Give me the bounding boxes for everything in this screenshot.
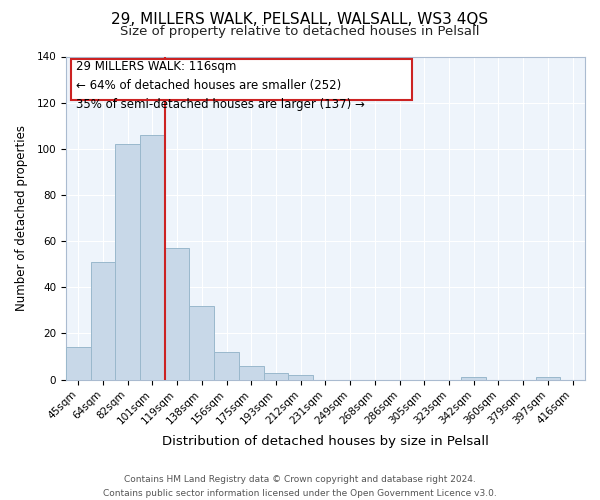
Bar	[461, 378, 486, 380]
Y-axis label: Number of detached properties: Number of detached properties	[15, 125, 28, 311]
Bar	[140, 135, 164, 380]
Text: Size of property relative to detached houses in Pelsall: Size of property relative to detached ho…	[120, 25, 480, 38]
Bar	[239, 366, 263, 380]
Bar	[289, 375, 313, 380]
Bar	[164, 248, 190, 380]
Bar	[115, 144, 140, 380]
X-axis label: Distribution of detached houses by size in Pelsall: Distribution of detached houses by size …	[162, 434, 489, 448]
Text: 29 MILLERS WALK: 116sqm
← 64% of detached houses are smaller (252)
35% of semi-d: 29 MILLERS WALK: 116sqm ← 64% of detache…	[76, 60, 365, 111]
Bar	[263, 372, 289, 380]
FancyBboxPatch shape	[71, 59, 412, 100]
Text: 29, MILLERS WALK, PELSALL, WALSALL, WS3 4QS: 29, MILLERS WALK, PELSALL, WALSALL, WS3 …	[112, 12, 488, 28]
Bar	[214, 352, 239, 380]
Text: Contains HM Land Registry data © Crown copyright and database right 2024.
Contai: Contains HM Land Registry data © Crown c…	[103, 476, 497, 498]
Bar	[190, 306, 214, 380]
Bar	[66, 348, 91, 380]
Bar	[536, 378, 560, 380]
Bar	[91, 262, 115, 380]
